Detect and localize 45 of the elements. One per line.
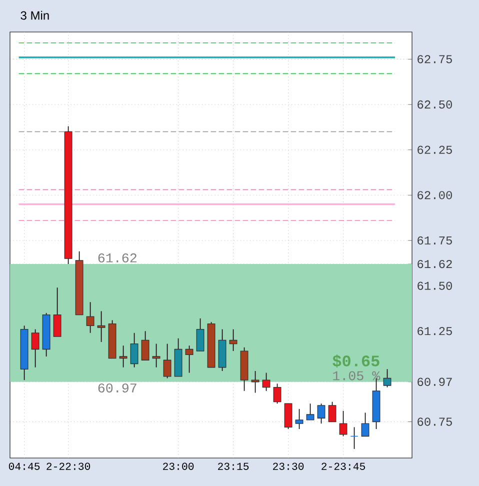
- y-tick-label: 61.50: [418, 282, 452, 290]
- x-tick-label: 23:00: [163, 462, 194, 470]
- candlestick: [295, 408, 304, 430]
- candlestick: [86, 302, 94, 334]
- y-tick-label: 61.62: [418, 260, 452, 268]
- annotation: 61.62: [98, 253, 136, 262]
- candlestick: [152, 343, 160, 368]
- candlestick: [196, 318, 204, 352]
- y-tick-label: 61.25: [418, 327, 452, 336]
- annotation: 1.05 %: [333, 371, 380, 380]
- candlestick: [350, 426, 358, 450]
- candlestick: [306, 403, 314, 420]
- candlestick: [53, 287, 62, 337]
- candlestick: [31, 328, 40, 368]
- candlestick: [361, 412, 370, 437]
- y-tick-label: 62.25: [418, 146, 452, 154]
- y-tick-label: 60.75: [418, 418, 452, 426]
- y-tick-label: 60.97: [418, 378, 452, 386]
- y-tick-label: 61.75: [418, 236, 452, 245]
- candlestick: [119, 345, 128, 368]
- candlestick: [262, 372, 270, 392]
- candlestick: [284, 403, 292, 430]
- annotation: 60.97: [98, 383, 136, 393]
- x-tick-label: 23:15: [218, 462, 249, 470]
- candlestick: [339, 410, 348, 437]
- candlestick: [185, 345, 194, 374]
- x-tick-label: 2-23:45: [322, 462, 365, 470]
- candlestick: [130, 332, 138, 368]
- candlestick: [97, 310, 106, 342]
- y-tick-label: 62.00: [418, 191, 452, 200]
- x-tick-label: 04:45: [8, 462, 40, 470]
- x-tick-label: 23:30: [273, 462, 304, 470]
- chart-title: 3 Min: [20, 10, 49, 20]
- candlestick: [328, 401, 336, 422]
- x-tick-label: 2-22:30: [46, 462, 90, 470]
- candlestick: [251, 370, 260, 394]
- y-tick-label: 62.75: [418, 55, 452, 64]
- y-tick-label: 62.50: [418, 100, 452, 109]
- candlestick: [141, 330, 150, 361]
- candlestick: [229, 328, 238, 352]
- candlestick: [163, 343, 172, 379]
- candlestick: [383, 368, 392, 388]
- candlestick: [317, 403, 326, 424]
- annotation: $0.65: [332, 354, 380, 368]
- candlestick: [273, 383, 282, 404]
